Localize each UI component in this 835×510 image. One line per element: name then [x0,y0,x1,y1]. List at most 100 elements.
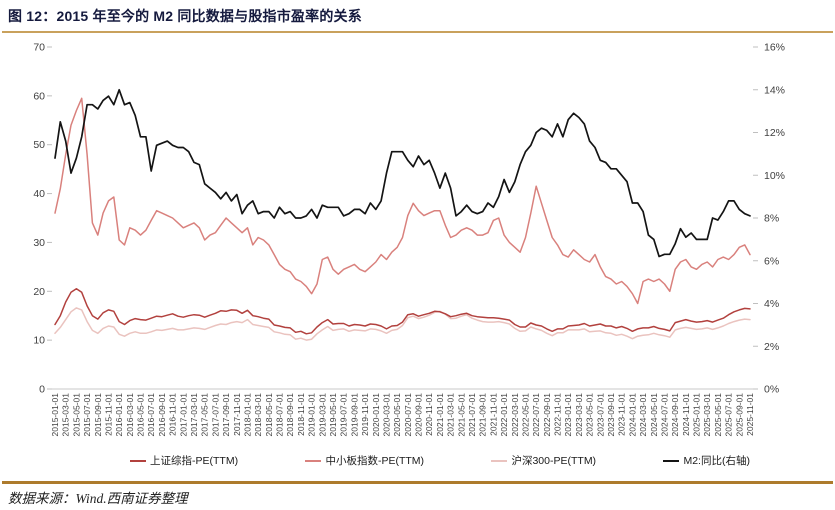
y-axis-label-left: 50 [33,139,45,151]
legend-label: 沪深300-PE(TTM) [511,455,597,467]
figure-title: 图 12：2015 年至今的 M2 同比数据与股指市盈率的关系 [8,8,362,24]
x-axis-label: 2023-03-01 [574,393,584,437]
legend-swatch-icon [305,459,322,462]
x-axis-label: 2018-01-01 [242,393,252,437]
x-axis-label: 2018-05-01 [264,393,274,437]
x-axis-label: 2015-05-01 [71,393,81,437]
x-axis-label: 2022-11-01 [553,393,563,436]
footer-divider [2,481,833,484]
x-axis-label: 2016-01-01 [114,393,124,437]
x-axis-label: 2023-07-01 [595,393,605,437]
x-axis-label: 2024-09-01 [670,393,680,437]
y-axis-label-right: 4% [764,298,779,310]
x-axis-label: 2016-07-01 [146,393,156,437]
legend-swatch-icon [491,459,508,462]
x-axis-label: 2019-05-01 [328,393,338,437]
x-axis-label: 2016-05-01 [136,393,146,437]
y-axis-label-left: 10 [33,335,45,347]
x-axis-label: 2017-09-01 [221,393,231,437]
x-axis-label: 2024-07-01 [659,393,669,437]
x-axis-label: 2021-07-01 [467,393,477,437]
x-axis-label: 2017-07-01 [210,393,220,437]
legend-item: M2:同比(右轴) [663,453,750,468]
y-axis-label-right: 16% [764,42,785,54]
x-axis-label: 2019-09-01 [349,393,359,437]
x-axis-label: 2021-11-01 [488,393,498,436]
y-axis-label-right: 8% [764,213,779,225]
y-axis-label-right: 10% [764,170,785,182]
x-axis-label: 2023-05-01 [585,393,595,437]
y-axis-label-left: 70 [33,42,45,54]
x-axis-label: 2018-03-01 [253,393,263,437]
x-axis-label: 2019-01-01 [307,393,317,437]
x-axis-label: 2020-09-01 [414,393,424,437]
x-axis-label: 2015-03-01 [61,393,71,437]
x-axis-label: 2016-03-01 [125,393,135,437]
legend-label: 上证综指-PE(TTM) [150,455,239,467]
x-axis-label: 2023-11-01 [617,393,627,436]
x-axis-label: 2021-03-01 [446,393,456,437]
x-axis-label: 2018-09-01 [285,393,295,437]
legend-item: 中小板指数-PE(TTM) [305,453,424,468]
x-axis-label: 2022-05-01 [520,393,530,437]
y-axis-label-right: 0% [764,384,779,396]
x-axis-label: 2015-01-01 [50,393,60,437]
x-axis-label: 2024-05-01 [649,393,659,437]
title-divider [2,31,833,33]
x-axis-label: 2018-11-01 [296,393,306,436]
x-axis-label: 2022-03-01 [510,393,520,437]
x-axis-label: 2020-07-01 [403,393,413,437]
y-axis-label-right: 12% [764,127,785,139]
x-axis-label: 2023-09-01 [606,393,616,437]
x-axis-label: 2021-01-01 [435,393,445,437]
x-axis-label: 2018-07-01 [275,393,285,437]
series-line-2 [54,307,751,341]
x-axis-label: 2017-11-01 [232,393,242,436]
x-axis-label: 2020-05-01 [392,393,402,437]
x-axis-label: 2016-09-01 [157,393,167,437]
x-axis-label: 2022-01-01 [499,393,509,437]
y-axis-label-left: 20 [33,286,45,298]
x-axis-label: 2022-09-01 [542,393,552,437]
x-axis-label: 2021-05-01 [456,393,466,437]
x-axis-label: 2025-03-01 [702,393,712,437]
chart-legend: 上证综指-PE(TTM) 中小板指数-PE(TTM) 沪深300-PE(TTM) M2… [130,453,750,468]
x-axis-label: 2022-07-01 [531,393,541,437]
x-axis-label: 2019-03-01 [317,393,327,437]
x-axis-label: 2017-01-01 [178,393,188,437]
x-axis-label: 2024-11-01 [681,393,691,436]
x-axis-label: 2020-01-01 [371,393,381,437]
x-axis-label: 2025-05-01 [713,393,723,437]
legend-label: M2:同比(右轴) [683,455,750,467]
x-axis-label: 2024-01-01 [627,393,637,437]
x-axis-label: 2025-11-01 [745,393,755,436]
x-axis-label: 2025-01-01 [692,393,702,437]
legend-label: 中小板指数-PE(TTM) [325,455,425,467]
legend-item: 上证综指-PE(TTM) [130,453,238,468]
x-axis-label: 2019-07-01 [339,393,349,437]
series-line-0 [54,288,751,335]
y-axis-label-left: 40 [33,188,45,200]
y-axis-label-right: 14% [764,84,785,96]
series-line-1 [54,97,751,305]
x-axis-label: 2023-01-01 [563,393,573,437]
x-axis-label: 2021-09-01 [478,393,488,437]
y-axis-label-right: 2% [764,341,779,353]
x-axis-label: 2017-03-01 [189,393,199,437]
x-axis-label: 2024-03-01 [638,393,648,437]
series-line-3 [54,88,751,258]
x-axis-label: 2020-11-01 [424,393,434,436]
y-axis-label-left: 30 [33,237,45,249]
legend-swatch-icon [663,459,680,462]
x-axis-label: 2020-03-01 [381,393,391,437]
x-axis-label: 2025-07-01 [724,393,734,437]
legend-swatch-icon [130,459,146,462]
y-axis-label-left: 60 [33,90,45,102]
x-axis-label: 2015-11-01 [103,393,113,436]
x-axis-label: 2015-07-01 [82,393,92,437]
legend-item: 沪深300-PE(TTM) [491,453,596,468]
x-axis-label: 2019-11-01 [360,393,370,436]
x-axis-label: 2016-11-01 [168,393,178,436]
